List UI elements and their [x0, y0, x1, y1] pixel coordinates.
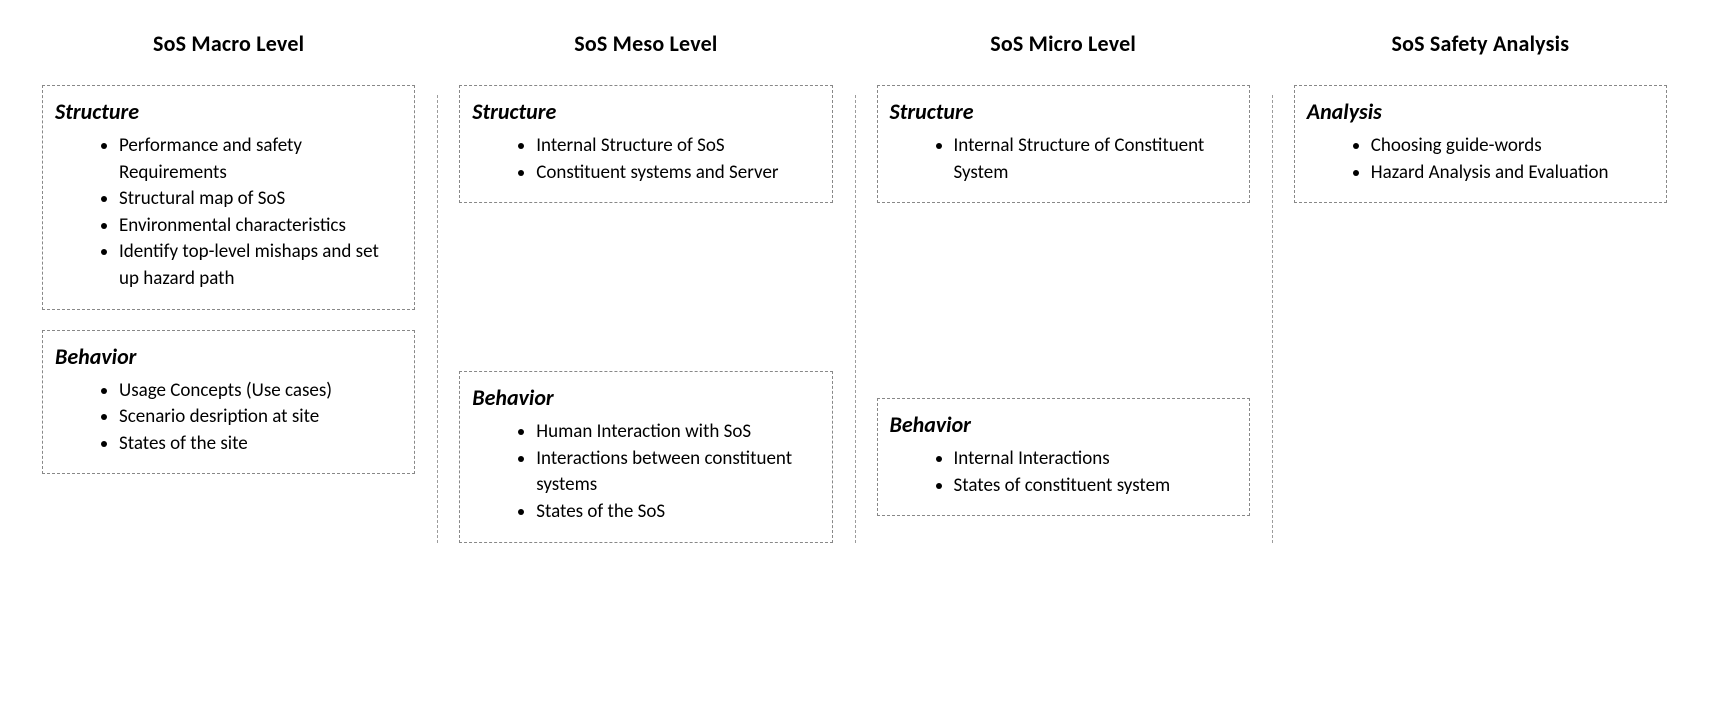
list-item: States of constituent system: [954, 473, 1237, 500]
list-item: Internal Interactions: [954, 446, 1237, 473]
column-title: SoS Macro Level: [42, 30, 415, 57]
list-item: States of the SoS: [536, 499, 819, 526]
box-title: Analysis: [1307, 98, 1654, 125]
structure-box: Structure Internal Structure of SoS Cons…: [459, 85, 832, 203]
list-item: Performance and safety Requirements: [119, 133, 402, 186]
box-title: Behavior: [55, 343, 402, 370]
behavior-box: Behavior Internal Interactions States of…: [877, 398, 1250, 516]
column-title: SoS Micro Level: [877, 30, 1250, 57]
list-item: Usage Concepts (Use cases): [119, 378, 402, 405]
behavior-box: Behavior Human Interaction with SoS Inte…: [459, 371, 832, 542]
list-item: Human Interaction with SoS: [536, 419, 819, 446]
analysis-box: Analysis Choosing guide-words Hazard Ana…: [1294, 85, 1667, 203]
column-title: SoS Meso Level: [459, 30, 832, 57]
box-title: Structure: [890, 98, 1237, 125]
item-list: Internal Interactions States of constitu…: [890, 446, 1237, 499]
box-title: Structure: [472, 98, 819, 125]
column-macro: SoS Macro Level Structure Performance an…: [20, 30, 437, 543]
list-item: Structural map of SoS: [119, 186, 402, 213]
vertical-divider: [437, 95, 438, 543]
vertical-divider: [855, 95, 856, 543]
list-item: Constituent systems and Server: [536, 160, 819, 187]
structure-box: Structure Performance and safety Require…: [42, 85, 415, 310]
list-item: Identify top-level mishaps and set up ha…: [119, 239, 402, 292]
list-item: Interactions between constituent systems: [536, 446, 819, 499]
box-title: Behavior: [472, 384, 819, 411]
item-list: Internal Structure of Constituent System: [890, 133, 1237, 186]
diagram-grid: SoS Macro Level Structure Performance an…: [20, 30, 1689, 543]
item-list: Performance and safety Requirements Stru…: [55, 133, 402, 293]
box-title: Behavior: [890, 411, 1237, 438]
behavior-box: Behavior Usage Concepts (Use cases) Scen…: [42, 330, 415, 475]
list-item: Environmental characteristics: [119, 213, 402, 240]
column-safety-analysis: SoS Safety Analysis Analysis Choosing gu…: [1272, 30, 1689, 543]
structure-box: Structure Internal Structure of Constitu…: [877, 85, 1250, 203]
list-item: Internal Structure of SoS: [536, 133, 819, 160]
item-list: Human Interaction with SoS Interactions …: [472, 419, 819, 525]
list-item: Scenario desription at site: [119, 404, 402, 431]
list-item: Hazard Analysis and Evaluation: [1371, 160, 1654, 187]
list-item: States of the site: [119, 431, 402, 458]
item-list: Usage Concepts (Use cases) Scenario desr…: [55, 378, 402, 458]
list-item: Choosing guide-words: [1371, 133, 1654, 160]
box-title: Structure: [55, 98, 402, 125]
item-list: Internal Structure of SoS Constituent sy…: [472, 133, 819, 186]
vertical-divider: [1272, 95, 1273, 543]
column-meso: SoS Meso Level Structure Internal Struct…: [437, 30, 854, 543]
list-item: Internal Structure of Constituent System: [954, 133, 1237, 186]
column-title: SoS Safety Analysis: [1294, 30, 1667, 57]
item-list: Choosing guide-words Hazard Analysis and…: [1307, 133, 1654, 186]
column-micro: SoS Micro Level Structure Internal Struc…: [855, 30, 1272, 543]
